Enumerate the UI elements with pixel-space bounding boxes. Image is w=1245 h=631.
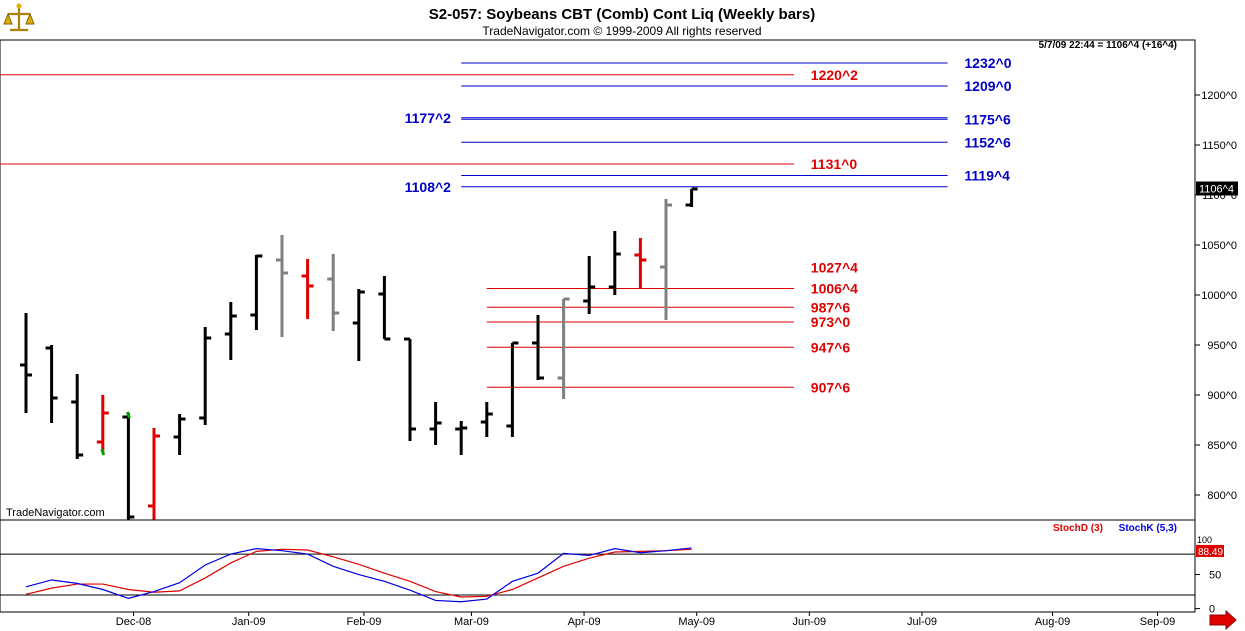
stoch-line <box>25 548 692 598</box>
y-tick-label: 950^0 <box>1207 340 1237 352</box>
level-label: 1152^6 <box>964 134 1011 150</box>
green-tick <box>100 448 106 456</box>
level-label: 1006^4 <box>811 281 858 297</box>
stoch-line <box>25 547 692 603</box>
level-label: 947^6 <box>811 339 851 355</box>
last-price-label: 1106^4 <box>1199 184 1234 196</box>
level-label: 1209^0 <box>964 78 1011 94</box>
stoch-y-tick-label: 50 <box>1209 570 1221 582</box>
title-bar <box>0 0 1245 40</box>
level-label: 1119^4 <box>964 168 1010 184</box>
legend-stochk: StochK (5,3) <box>1119 523 1177 534</box>
x-tick-label: Jan-09 <box>232 616 266 628</box>
x-tick-label: Dec-08 <box>116 616 151 628</box>
chart-title: S2-057: Soybeans CBT (Comb) Cont Liq (We… <box>429 6 815 23</box>
x-tick-label: Aug-09 <box>1035 616 1070 628</box>
legend-stochd: StochD (3) <box>1053 523 1103 534</box>
level-label: 1220^2 <box>811 67 858 83</box>
copyright-text: TradeNavigator.com © 1999-2009 All right… <box>482 24 761 38</box>
level-label: 1131^0 <box>811 156 858 172</box>
y-tick-label: 850^0 <box>1207 440 1237 452</box>
stoch-top-label: 100 <box>1197 535 1212 545</box>
y-tick-label: 1050^0 <box>1201 240 1237 252</box>
x-tick-label: Apr-09 <box>568 616 601 628</box>
y-tick-label: 900^0 <box>1207 390 1237 402</box>
green-tick <box>125 411 131 419</box>
x-tick-label: Jun-09 <box>793 616 827 628</box>
arrow-right-icon[interactable] <box>1209 609 1237 631</box>
stoch-last-value: 88.49 <box>1198 547 1223 558</box>
level-label: 987^6 <box>811 299 851 315</box>
level-label: 1177^2 <box>405 110 452 126</box>
y-tick-label: 1000^0 <box>1201 290 1237 302</box>
level-label: 1027^4 <box>811 260 858 276</box>
x-tick-label: Mar-09 <box>454 616 489 628</box>
x-tick-label: Jul-09 <box>907 616 937 628</box>
level-label: 973^0 <box>811 314 851 330</box>
y-tick-label: 1150^0 <box>1202 140 1237 152</box>
x-tick-label: Sep-09 <box>1140 616 1175 628</box>
level-label: 1175^6 <box>964 111 1011 127</box>
x-tick-label: May-09 <box>678 616 715 628</box>
x-tick-label: Feb-09 <box>346 616 381 628</box>
y-tick-label: 1200^0 <box>1201 90 1237 102</box>
stoch-last-flag <box>1196 544 1224 557</box>
status-readout: 5/7/09 22:44 = 1106^4 (+16^4) <box>1039 40 1177 51</box>
scale-icon[interactable] <box>2 3 36 35</box>
y-tick-label: 800^0 <box>1207 490 1237 502</box>
stoch-y-tick-label: 0 <box>1209 604 1215 616</box>
level-label: 907^6 <box>811 379 851 395</box>
level-label: 1108^2 <box>405 179 452 195</box>
level-label: 1232^0 <box>964 55 1011 71</box>
last-price-flag <box>1196 181 1238 196</box>
watermark: TradeNavigator.com <box>6 507 105 519</box>
stoch-panel <box>0 519 1196 613</box>
